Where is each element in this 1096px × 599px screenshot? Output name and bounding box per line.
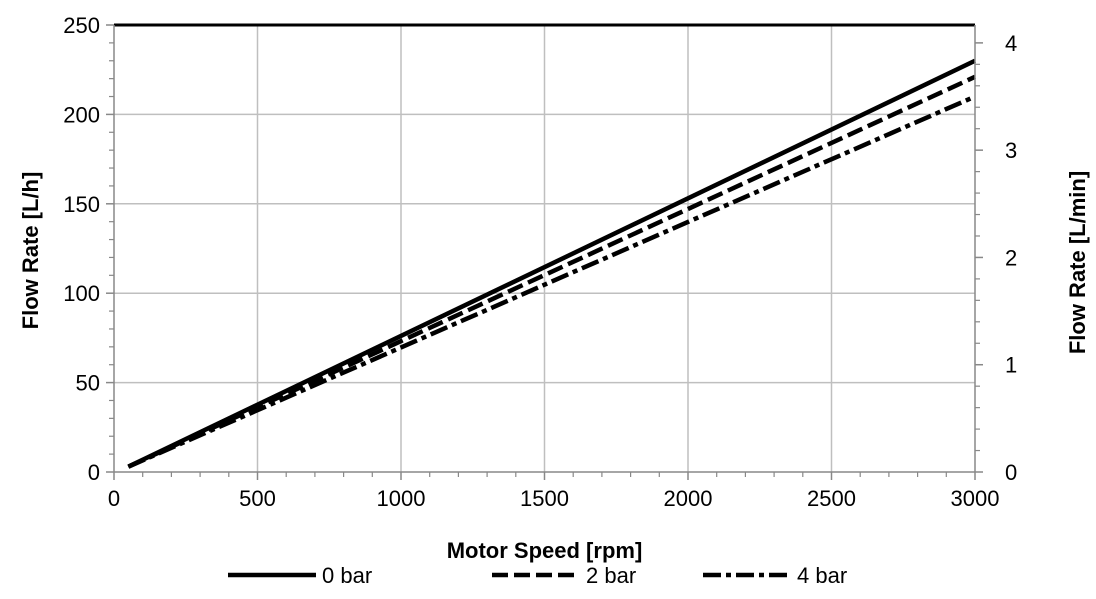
- x-tick-label: 2000: [664, 486, 713, 511]
- x-axis-title: Motor Speed [rpm]: [447, 538, 643, 563]
- series-group: [127, 58, 976, 469]
- x-tick-label: 0: [108, 486, 120, 511]
- series-line-1: [127, 58, 976, 469]
- y-tick-label: 200: [63, 102, 100, 127]
- series-line-3: [127, 94, 976, 469]
- y-tick-label: 50: [76, 371, 100, 396]
- legend-label-3: 4 bar: [797, 563, 847, 588]
- y-tick-label: 250: [63, 13, 100, 38]
- x-tick-label: 1500: [520, 486, 569, 511]
- x-tick-label: 2500: [807, 486, 856, 511]
- axes: 0 500 1000 1500 2000 2500 30000501001502002500…: [63, 13, 1017, 511]
- x-tick-label: 500: [239, 486, 276, 511]
- y-axis-title: Flow Rate [L/h]: [18, 172, 43, 330]
- y-tick-label: 0: [88, 460, 100, 485]
- y2-tick-label: 1: [1005, 353, 1017, 378]
- grid: [114, 25, 975, 472]
- x-tick-label: 1000: [377, 486, 426, 511]
- legend-label-2: 2 bar: [586, 563, 636, 588]
- y2-tick-label: 4: [1005, 31, 1017, 56]
- y2-tick-label: 0: [1005, 460, 1017, 485]
- y2-tick-label: 3: [1005, 138, 1017, 163]
- series-line-2: [127, 74, 976, 469]
- x-tick-label: 3000: [951, 486, 1000, 511]
- y-tick-label: 150: [63, 192, 100, 217]
- y-tick-label: 100: [63, 281, 100, 306]
- y2-tick-label: 2: [1005, 245, 1017, 270]
- legend: 0 bar 2 bar 4 bar: [228, 563, 847, 588]
- y2-axis-title: Flow Rate [L/min]: [1065, 171, 1090, 354]
- legend-label-1: 0 bar: [322, 563, 372, 588]
